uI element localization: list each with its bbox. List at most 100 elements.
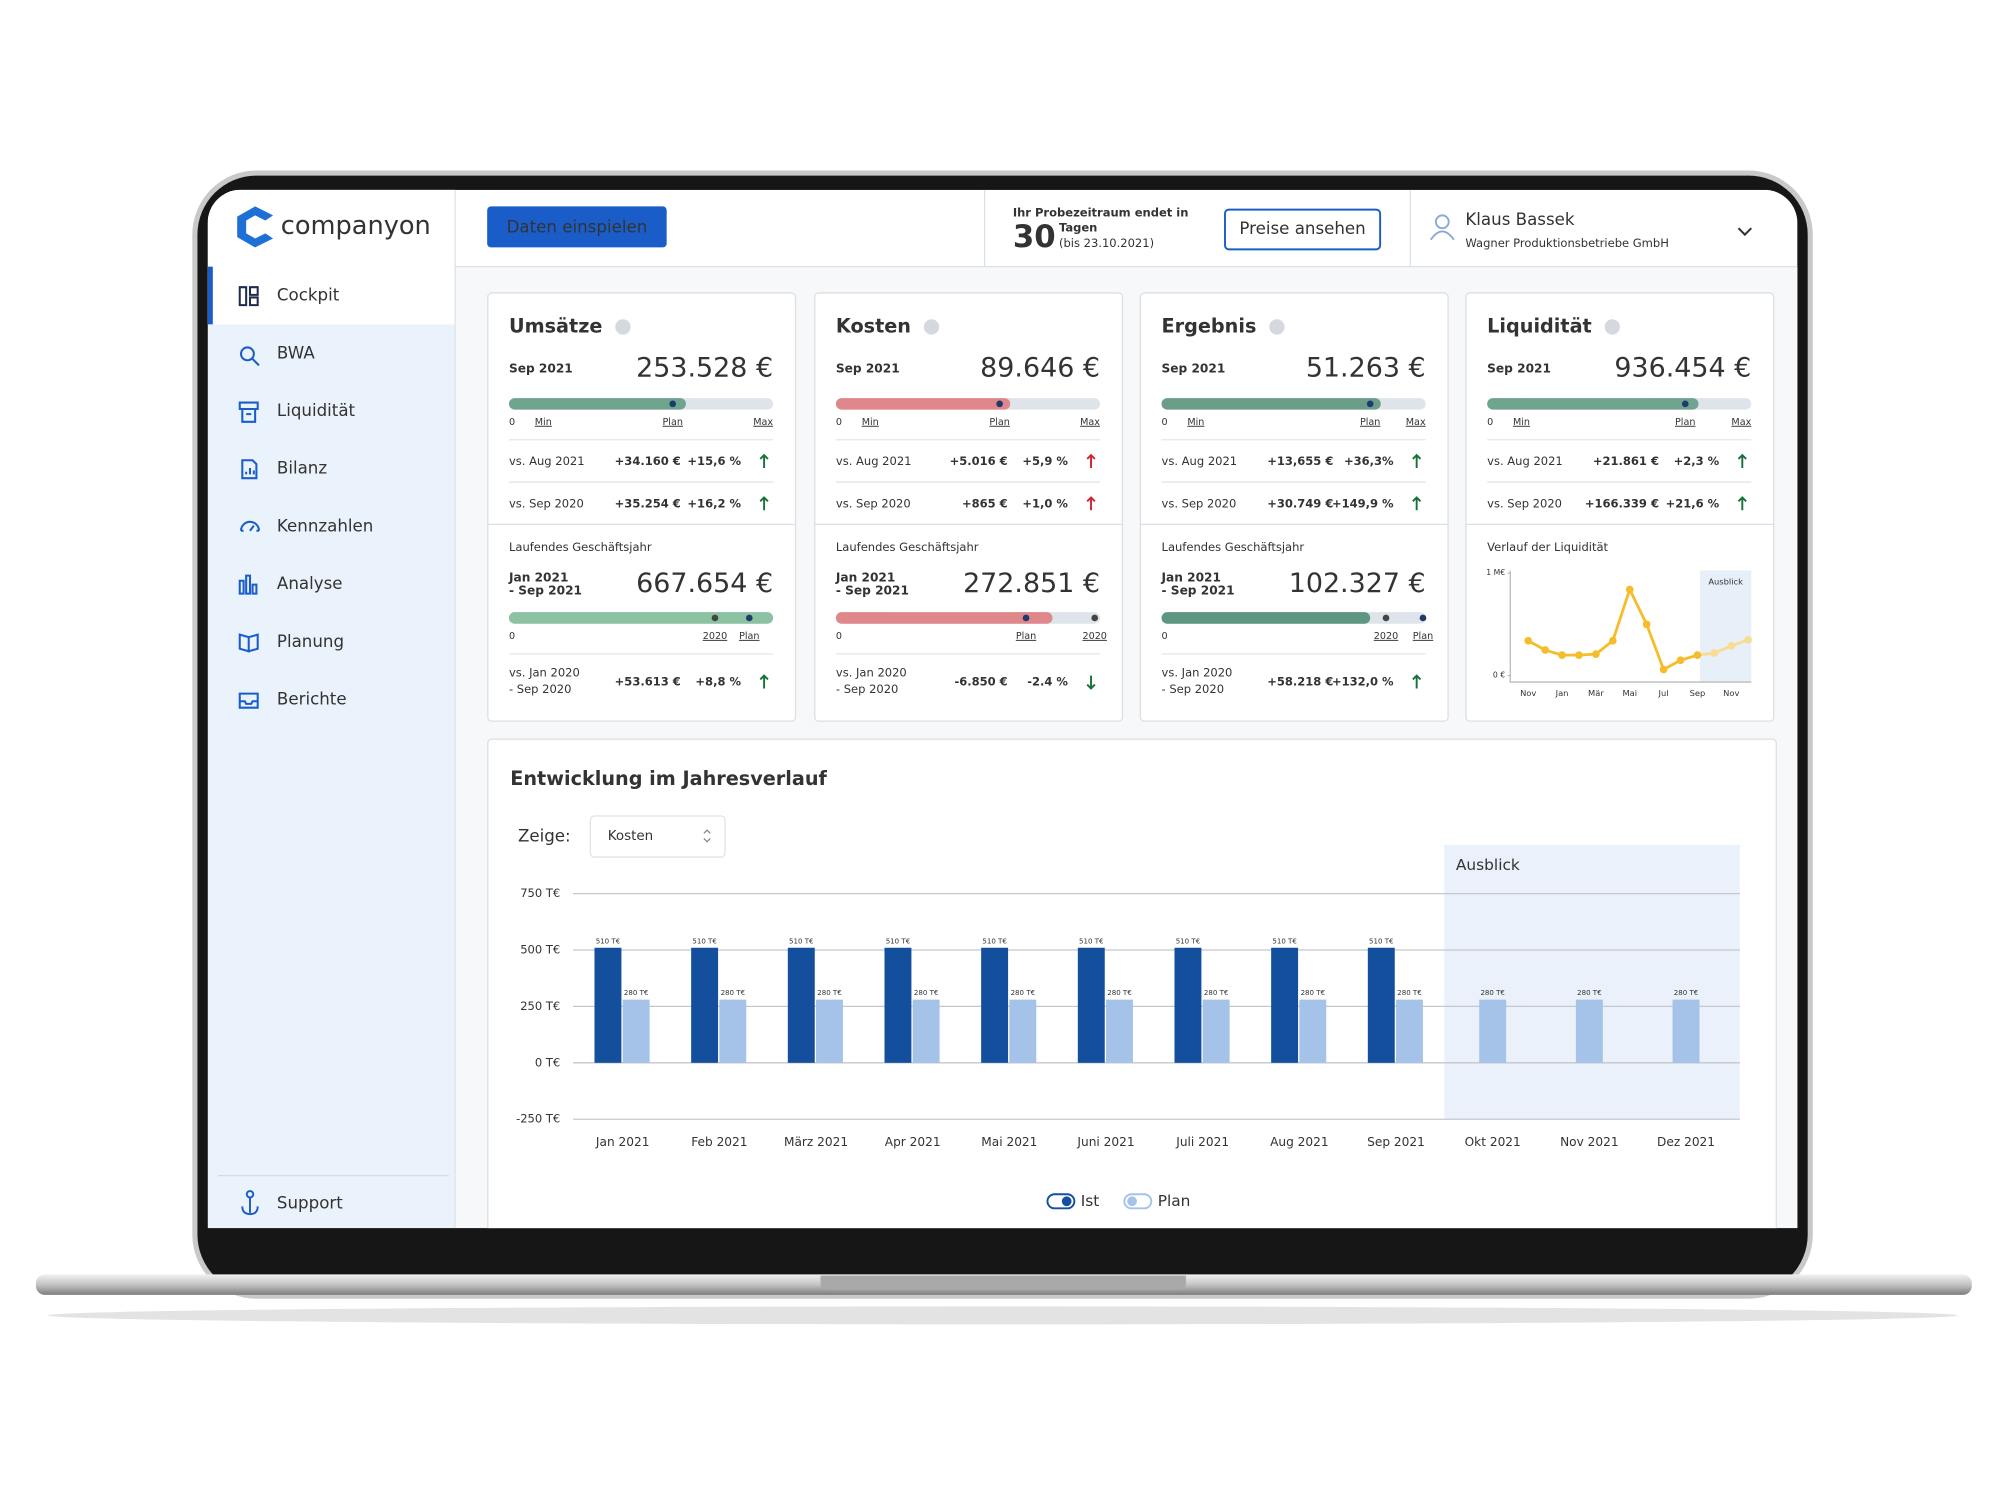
point (1693, 651, 1702, 659)
axis (1509, 570, 1752, 683)
import-button-label[interactable]: Daten einspielen (507, 218, 648, 237)
filter-value[interactable]: Kosten (608, 829, 653, 844)
progress-label: 0 (509, 631, 515, 642)
trial-unit: Tagen (1059, 221, 1097, 235)
y-tick-label: 0 T€ (535, 1055, 560, 1069)
bar (1174, 947, 1202, 1063)
x-tick-label: Jan 2021 (595, 1135, 650, 1149)
logo-text: companyon (281, 211, 431, 241)
legend-label[interactable]: Ist (1081, 1192, 1100, 1210)
nav-item[interactable]: Kennzahlen (277, 516, 373, 535)
comparison-label: vs. Sep 2020 (836, 496, 911, 510)
ytd-value: 272.851 € (963, 568, 1100, 599)
user-icon (1434, 214, 1450, 230)
nav-item[interactable]: Bilanz (277, 459, 327, 478)
comparison-abs: +865 € (962, 496, 1008, 510)
comparison-abs: +30.749 € (1267, 496, 1333, 510)
progress-marker (1091, 614, 1099, 622)
progress-marker (1419, 614, 1427, 622)
nav-active (207, 266, 456, 325)
x-tick-label: Mai 2021 (981, 1135, 1037, 1149)
card-period: Sep 2021 (1162, 362, 1226, 376)
nav-item[interactable]: Analyse (277, 574, 343, 593)
nav-item[interactable]: Berichte (277, 690, 347, 709)
comparison-abs: -6.850 € (954, 675, 1007, 689)
forecast-label: Ausblick (1456, 856, 1520, 874)
prices-button[interactable] (1224, 208, 1382, 251)
progress-label: 0 (1162, 417, 1168, 428)
nav-item[interactable]: Cockpit (277, 286, 340, 305)
point (1727, 642, 1736, 650)
progress-label: Max (1406, 417, 1426, 428)
trend-arrow (759, 496, 769, 511)
nav-item[interactable]: Liquidität (277, 401, 356, 420)
progress-fill (1161, 398, 1381, 410)
nav-item[interactable]: Planung (277, 632, 344, 651)
comparison-label: vs. Aug 2021 (836, 454, 912, 468)
data-label: 510 T€ (982, 936, 1007, 945)
progress-label: Max (1080, 417, 1100, 428)
logo-icon (237, 206, 274, 248)
comparison-abs: +166.339 € (1585, 496, 1659, 510)
x-tick-label: Nov 2021 (1560, 1135, 1619, 1149)
sidebar (207, 189, 456, 1229)
support-icon (241, 1190, 259, 1216)
filter-select[interactable] (589, 815, 726, 858)
data-label: 280 T€ (1397, 988, 1422, 997)
comparison-abs: +35.254 € (615, 496, 681, 510)
progress-label: Min (1513, 417, 1530, 428)
card-value: 936.454 € (1614, 353, 1751, 384)
x-tick-label: Mär (1588, 688, 1604, 698)
comparison-label: vs. Jan 2020 (836, 666, 907, 680)
trend-arrow (759, 674, 769, 689)
data-label: 280 T€ (1480, 988, 1505, 997)
bar (1672, 999, 1700, 1063)
forecast-label: Ausblick (1708, 577, 1743, 587)
bar (1202, 999, 1230, 1063)
comparison-pct: +132,0 % (1332, 675, 1394, 689)
nav-icon (240, 346, 260, 367)
comparison-label: vs. Sep 2020 (1487, 496, 1562, 510)
progress-marker (1382, 614, 1390, 622)
user-menu-chevron[interactable] (1737, 227, 1753, 237)
info-icon (923, 319, 940, 335)
info-icon (1604, 319, 1620, 335)
x-tick-label: Dez 2021 (1657, 1135, 1715, 1149)
y-tick-label: -250 T€ (516, 1112, 560, 1126)
bar (1575, 999, 1603, 1063)
user-icon (1429, 230, 1455, 241)
trend-arrow (759, 453, 769, 468)
ytd-label: Laufendes Geschäftsjahr (836, 540, 979, 554)
comparison-label: vs. Sep 2020 (509, 496, 584, 510)
progress-fill (835, 612, 1053, 624)
ytd-value: 667.654 € (636, 568, 773, 599)
user-company: Wagner Produktionsbetriebe GmbH (1465, 236, 1669, 250)
nav-item[interactable]: Support (277, 1193, 343, 1212)
x-tick-label: März 2021 (784, 1135, 848, 1149)
prices-button-label[interactable]: Preise ansehen (1239, 219, 1365, 238)
info-icon (615, 319, 631, 335)
progress-label: 2020 (1082, 631, 1106, 642)
legend-label[interactable]: Plan (1158, 1192, 1191, 1210)
legend-knob (1061, 1196, 1072, 1207)
data-label: 510 T€ (692, 936, 717, 945)
progress-label: Plan (1360, 417, 1380, 428)
import-button[interactable] (487, 206, 667, 248)
x-tick-label: Nov (1723, 688, 1739, 698)
point (1659, 665, 1668, 674)
progress-label: 0 (509, 417, 515, 428)
nav-icon (240, 520, 260, 532)
trend-arrow (1412, 453, 1422, 468)
ytd-period: - Sep 2021 (1162, 584, 1235, 598)
nav-item[interactable]: BWA (277, 343, 315, 362)
trial-date: (bis 23.10.2021) (1059, 236, 1154, 250)
progress-fill (1487, 398, 1699, 410)
card-period: Sep 2021 (509, 362, 573, 376)
x-tick-label: Jul (1658, 688, 1669, 698)
data-label: 510 T€ (1176, 936, 1201, 945)
data-label: 280 T€ (721, 988, 746, 997)
progress-label: Plan (739, 631, 759, 642)
comparison-label: vs. Sep 2020 (1162, 496, 1237, 510)
trend-arrow (1086, 453, 1096, 468)
